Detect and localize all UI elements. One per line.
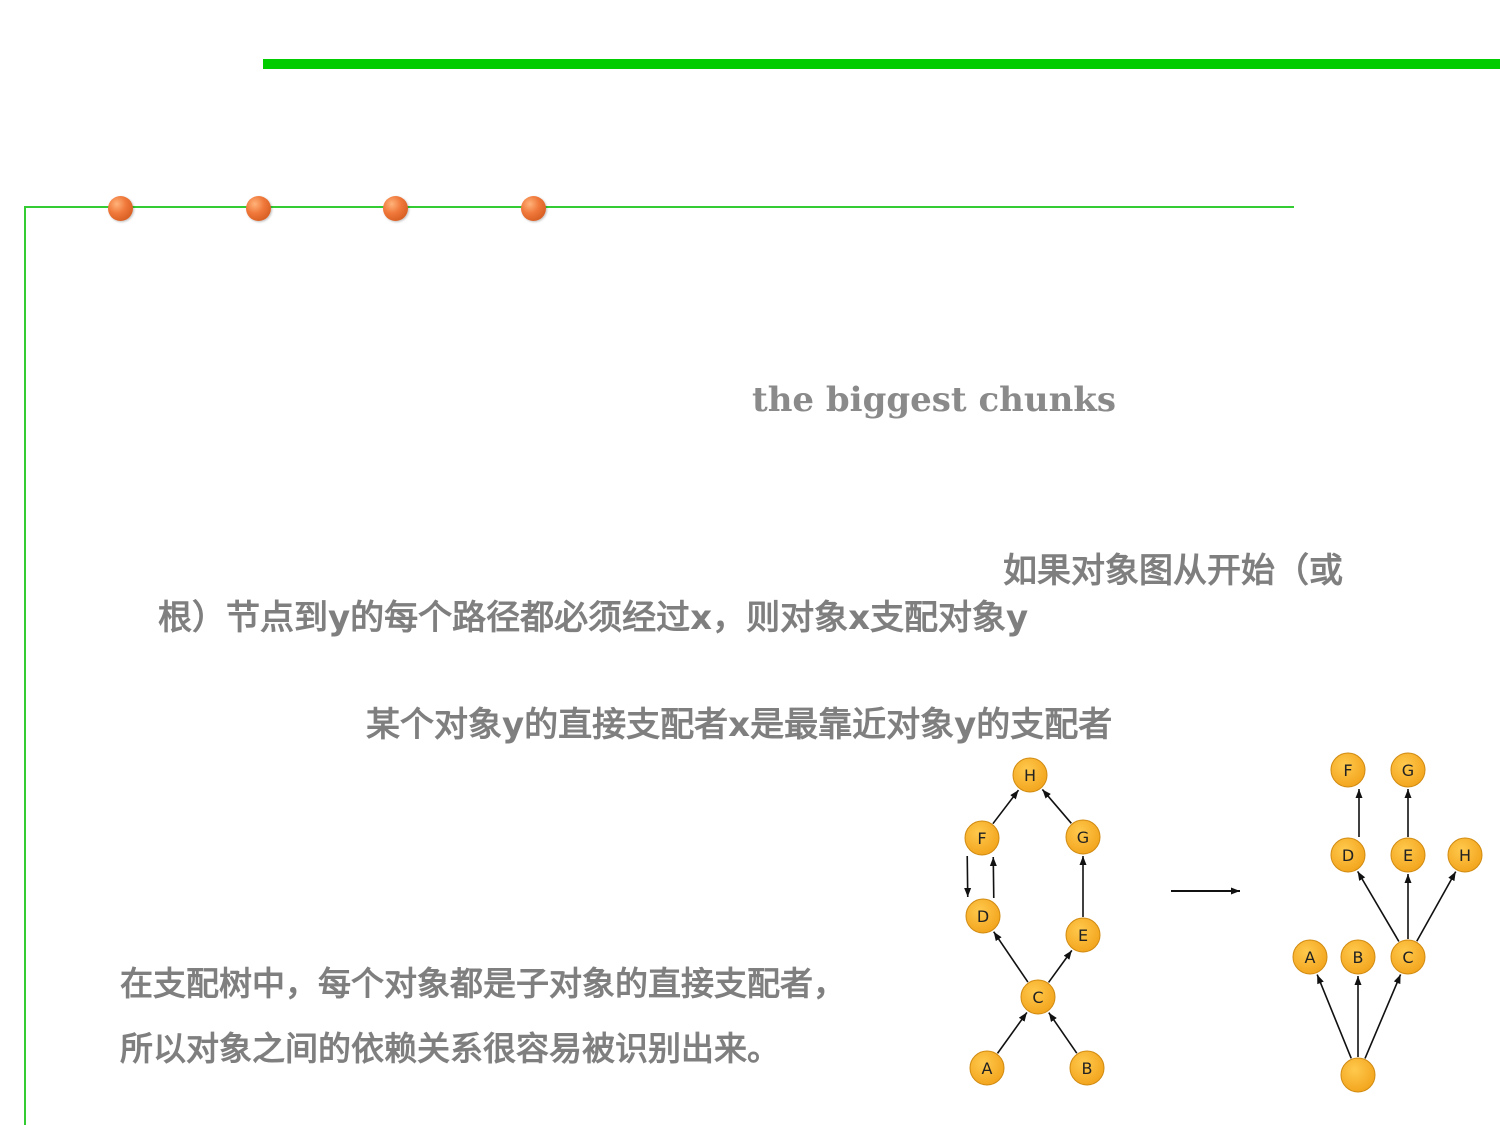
dt-node-label-a: A xyxy=(1305,948,1316,967)
og-node-label-c: C xyxy=(1032,988,1043,1007)
og-edge-C-D xyxy=(993,931,1029,983)
og-edge-D-F xyxy=(989,856,997,899)
dominator-tree-note-line1: 在支配树中，每个对象都是子对象的直接支配者， xyxy=(120,964,846,1003)
og-node-e xyxy=(1065,917,1101,953)
og-node-label-a: A xyxy=(982,1059,993,1078)
object-graph-nodes: H F G D E C A B xyxy=(964,757,1105,1086)
left-rule xyxy=(24,206,26,1125)
dt-node-label-d: D xyxy=(1342,846,1354,865)
dt-node-b xyxy=(1340,939,1376,975)
decor-dot-2 xyxy=(246,196,271,221)
dt-node-g xyxy=(1390,752,1426,788)
og-edge-A-C xyxy=(996,1011,1028,1054)
og-node-a xyxy=(969,1050,1005,1086)
top-accent-bar xyxy=(263,59,1500,69)
og-node-label-d: D xyxy=(977,907,989,926)
dt-edge-C-D xyxy=(1356,870,1400,942)
og-edge-B-C xyxy=(1048,1012,1078,1054)
dt-node-label-f: F xyxy=(1343,761,1352,780)
dominator-tree-edges xyxy=(1316,789,1457,1059)
og-node-b xyxy=(1069,1050,1105,1086)
dt-edge-root-C xyxy=(1364,974,1402,1059)
og-node-g xyxy=(1065,819,1101,855)
dt-node-c xyxy=(1390,939,1426,975)
decor-dot-1 xyxy=(108,196,133,221)
og-node-label-g: G xyxy=(1077,828,1089,847)
dt-node-e xyxy=(1390,837,1426,873)
dt-node-label-g: G xyxy=(1402,761,1414,780)
header-rule xyxy=(24,206,1294,208)
dominator-definition-line2: 根）节点到y的每个路径都必须经过x，则对象x支配对象y xyxy=(158,598,1029,638)
og-node-h xyxy=(1012,757,1048,793)
dominator-tree-note-line2: 所以对象之间的依赖关系很容易被识别出来。 xyxy=(120,1029,780,1068)
dt-node-label-e: E xyxy=(1403,846,1413,865)
og-node-label-b: B xyxy=(1082,1059,1093,1078)
og-edge-F-H xyxy=(992,789,1020,825)
dt-node-label-b: B xyxy=(1353,948,1364,967)
dt-node-d xyxy=(1330,837,1366,873)
dt-node-a xyxy=(1292,939,1328,975)
dt-node-label-c: C xyxy=(1402,948,1413,967)
og-edge-G-H xyxy=(1041,788,1072,824)
dt-node-label-h: H xyxy=(1459,846,1471,865)
og-edge-C-E xyxy=(1047,949,1073,983)
og-edge-F-D xyxy=(964,855,972,898)
immediate-dominator-definition: 某个对象y的直接支配者x是最靠近对象y的支配者 xyxy=(366,705,1113,745)
dominator-tree-nodes: F G D E H A B C xyxy=(1292,752,1483,1093)
og-node-label-f: F xyxy=(977,829,986,848)
og-node-label-e: E xyxy=(1078,926,1088,945)
dt-node-f xyxy=(1330,752,1366,788)
object-graph-edges xyxy=(964,788,1087,1054)
og-node-f xyxy=(964,820,1000,856)
dt-edge-C-H xyxy=(1416,871,1457,942)
dt-node-h xyxy=(1447,837,1483,873)
dt-edge-root-A xyxy=(1316,974,1352,1059)
decor-dot-3 xyxy=(383,196,408,221)
dt-node-root xyxy=(1340,1057,1376,1093)
og-node-c xyxy=(1020,979,1056,1015)
subtitle: the biggest chunks xyxy=(752,380,1117,420)
dominator-definition-line1: 如果对象图从开始（或 xyxy=(1003,551,1343,591)
og-node-d xyxy=(965,898,1001,934)
decor-dot-4 xyxy=(521,196,546,221)
og-node-label-h: H xyxy=(1024,766,1036,785)
